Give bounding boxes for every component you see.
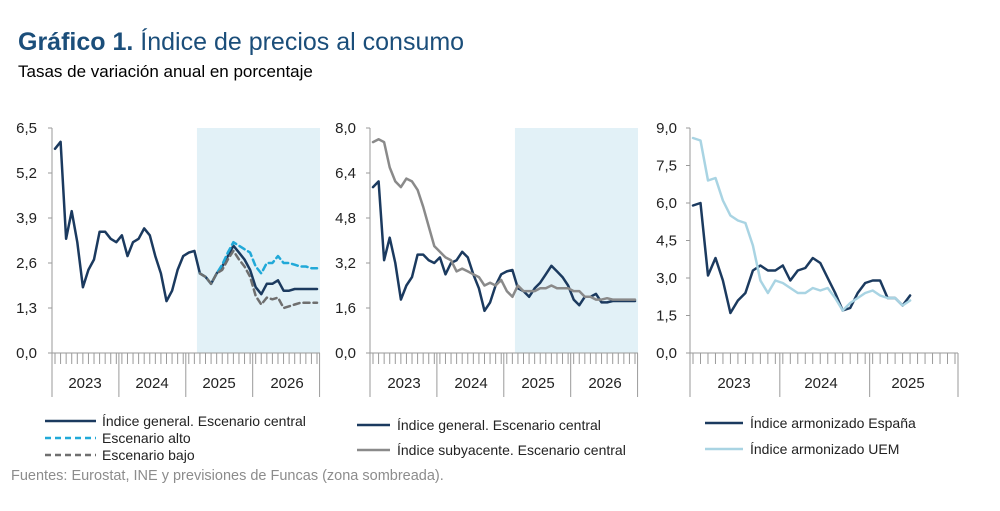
legend-label: Índice general. Escenario central [397,417,601,433]
x-year-label: 2023 [717,375,750,392]
chart-subtitle: Tasas de variación anual en porcentaje [18,62,313,81]
y-tick-label: 0,0 [16,345,37,362]
series-line-2 [691,136,912,312]
y-tick-label: 6,4 [335,165,356,182]
x-year-label: 2026 [270,375,303,392]
chart-title: Gráfico 1. Índice de precios al consumo [18,28,464,57]
y-tick-label: 1,5 [656,308,677,325]
y-tick-label: 0,0 [335,345,356,362]
series-line-2 [371,138,637,301]
y-tick-label: 1,3 [16,300,37,317]
legend-label: Índice armonizado UEM [750,441,899,457]
x-year-label: 2025 [891,375,924,392]
y-tick-label: 0,0 [656,345,677,362]
y-tick-label: 5,2 [16,165,37,182]
figure-label: Gráfico 1. [18,28,134,56]
y-tick-label: 6,5 [16,120,37,137]
y-tick-label: 2,6 [16,255,37,272]
forecast-shading [514,128,638,353]
y-tick-label: 4,5 [656,233,677,250]
legend-label: Índice armonizado España [750,415,916,431]
figure-title: Índice de precios al consumo [140,28,465,56]
source-note: Fuentes: Eurostat, INE y previsiones de … [11,468,444,484]
x-year-label: 2024 [135,375,168,392]
chart-panel-1: 0,0 1,3 2,6 3,9 5,2 6,5 2023 2024 2025 2026 Índice… [16,120,321,463]
y-tick-label: 7,5 [656,158,677,175]
x-year-label: 2023 [68,375,101,392]
x-year-label: 2023 [387,375,420,392]
chart-panel-3: 0,0 1,5 3,0 4,5 6,0 7,5 9,0 2023 2024 2025 Índice … [656,120,959,457]
series-line-1 [53,140,319,303]
x-year-label: 2026 [588,375,621,392]
chart-panel-2: 0,0 1,6 3,2 4,8 6,4 8,0 2023 2024 2025 2026 Índice… [335,120,639,458]
x-year-label: 2025 [202,375,235,392]
x-year-label: 2024 [804,375,837,392]
series-line-2 [198,240,319,286]
x-year-label: 2025 [521,375,554,392]
y-tick-label: 6,0 [656,195,677,212]
y-tick-label: 3,9 [16,210,37,227]
legend-label: Escenario alto [102,430,191,446]
y-tick-label: 3,2 [335,255,356,272]
legend-label: Escenario bajo [102,447,195,463]
y-tick-label: 3,0 [656,270,677,287]
x-year-label: 2024 [454,375,487,392]
series-line-3 [198,249,319,310]
legend-label: Índice subyacente. Escenario central [397,442,626,458]
y-tick-label: 1,6 [335,300,356,317]
y-tick-label: 4,8 [335,210,356,227]
series-line-1 [691,201,912,315]
y-tick-label: 8,0 [335,120,356,137]
y-tick-label: 9,0 [656,120,677,137]
legend-label: Índice general. Escenario central [102,413,306,429]
forecast-shading [196,128,320,353]
